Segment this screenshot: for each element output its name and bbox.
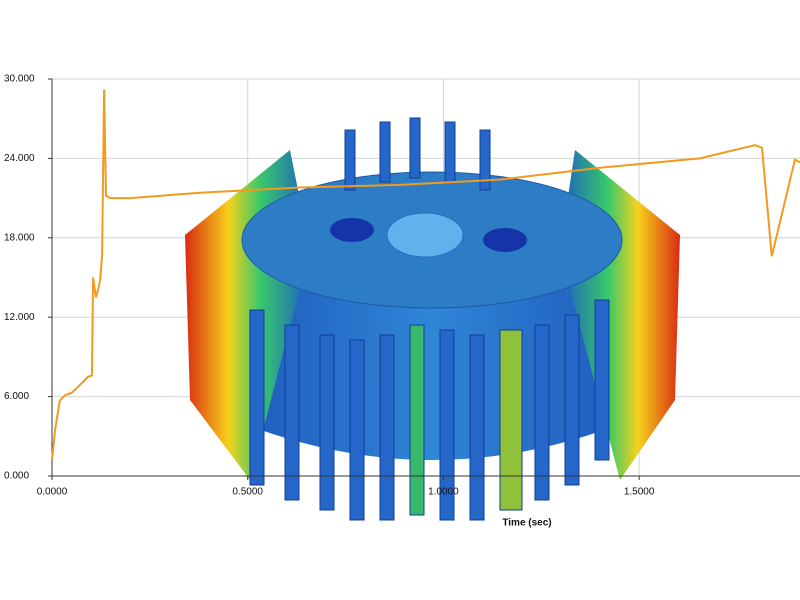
heatsink-boss — [483, 228, 527, 252]
x-axis-label: Time (sec) — [502, 518, 551, 529]
fin — [409, 117, 421, 179]
fin — [319, 334, 335, 511]
fin — [479, 129, 491, 191]
fin — [409, 324, 425, 516]
heatsink-render — [185, 117, 680, 521]
x-tick-label: 0.0000 — [37, 487, 68, 498]
y-tick-label: 12.000 — [4, 312, 35, 323]
x-tick-label: 0.5000 — [232, 487, 263, 498]
heatsink-body — [190, 240, 675, 460]
fin — [344, 129, 356, 191]
fin — [564, 314, 580, 486]
heatsink-hole — [386, 212, 464, 258]
data-line — [51, 89, 800, 461]
fin — [249, 309, 265, 486]
y-tick-label: 24.000 — [4, 153, 35, 164]
heatsink-fins — [249, 117, 610, 521]
fin — [594, 299, 610, 461]
fin — [439, 329, 455, 521]
fin — [379, 121, 391, 183]
fin — [444, 121, 456, 183]
y-tick-label: 0.000 — [4, 471, 29, 482]
y-tick-label: 6.000 — [4, 391, 29, 402]
fin — [534, 324, 550, 501]
fin — [284, 324, 300, 501]
fin — [499, 329, 523, 511]
x-tick-label: 1.5000 — [624, 487, 655, 498]
y-tick-label: 18.000 — [4, 232, 35, 243]
heatsink-boss — [330, 218, 374, 242]
plot: 0.000 6.000 12.000 18.000 24.000 30.000 0.0000… — [4, 74, 800, 498]
x-tick-label: 1.0000 — [428, 487, 459, 498]
y-tick-label: 30.000 — [4, 74, 35, 85]
fin — [469, 334, 485, 521]
fin — [349, 339, 365, 521]
fin — [379, 334, 395, 521]
